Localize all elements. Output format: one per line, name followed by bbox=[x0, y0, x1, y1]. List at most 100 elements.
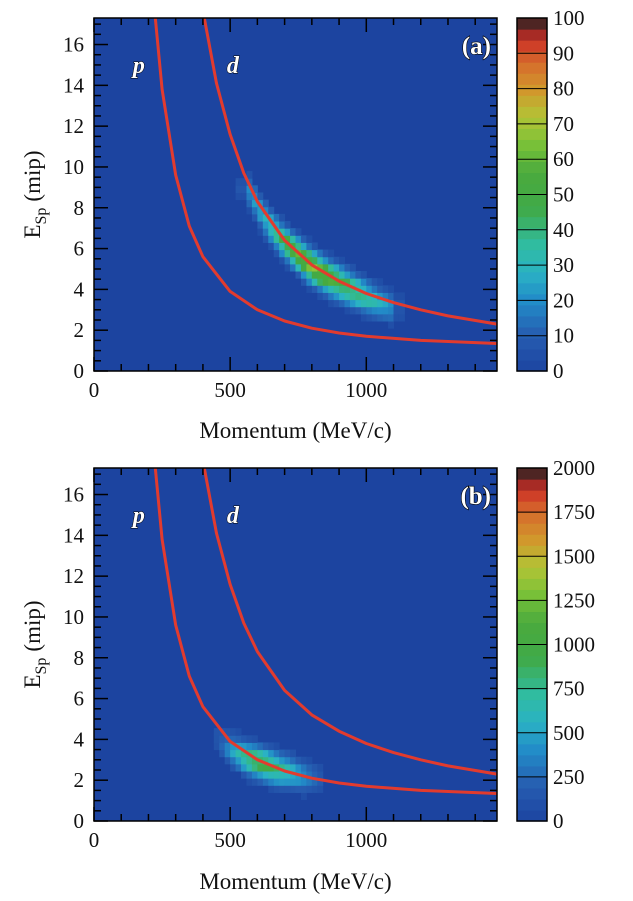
heatmap-cell bbox=[360, 271, 367, 279]
heatmap-cell bbox=[366, 292, 373, 301]
heatmap-cell bbox=[213, 728, 220, 736]
heatmap-cell bbox=[339, 271, 346, 279]
heatmap-cell bbox=[328, 292, 335, 301]
heatmap-cell bbox=[306, 756, 313, 765]
colorbar-segment bbox=[517, 271, 547, 284]
heatmap-cell bbox=[235, 749, 242, 758]
y-tick-label: 2 bbox=[74, 768, 85, 792]
heatmap-cell bbox=[322, 256, 329, 265]
heatmap-cell bbox=[290, 228, 296, 236]
colorbar-segment bbox=[517, 644, 547, 657]
y-tick-label: 8 bbox=[74, 196, 85, 220]
heatmap-cell bbox=[273, 242, 280, 251]
heatmap-cell bbox=[377, 306, 384, 315]
colorbar-segment bbox=[517, 677, 547, 690]
colorbar-segment bbox=[517, 282, 547, 295]
heatmap-cell bbox=[257, 771, 264, 779]
heatmap-cell bbox=[300, 256, 307, 265]
heatmap-cell bbox=[371, 278, 378, 286]
colorbar-segment bbox=[517, 633, 547, 646]
curve-label-p-b: p bbox=[131, 503, 145, 529]
colorbar-segment bbox=[517, 139, 547, 151]
heatmap-cell bbox=[382, 313, 389, 322]
heatmap-cell bbox=[262, 749, 269, 758]
heatmap-cell bbox=[300, 278, 307, 286]
heatmap-cell bbox=[230, 742, 237, 751]
heatmap-cell bbox=[246, 763, 253, 772]
heatmap-cell bbox=[284, 785, 291, 793]
heatmap-cell bbox=[279, 256, 286, 265]
colorbar-segment bbox=[517, 326, 547, 339]
heatmap-cell bbox=[349, 292, 356, 301]
heatmap-cell bbox=[241, 735, 247, 743]
heatmap-cell bbox=[339, 285, 346, 293]
heatmap-cell bbox=[311, 256, 318, 265]
heatmap-cell bbox=[306, 285, 313, 293]
heatmap-cell bbox=[241, 185, 247, 193]
x-tick-label: 1000 bbox=[345, 828, 387, 852]
heatmap-cell bbox=[366, 299, 373, 308]
colorbar-tick-label: 100 bbox=[553, 6, 585, 30]
heatmap-cell bbox=[246, 756, 253, 765]
x-tick-label: 500 bbox=[214, 378, 246, 402]
heatmap-cell bbox=[246, 171, 253, 179]
panel-label-a: (a) bbox=[462, 33, 491, 60]
heatmap-cell bbox=[306, 263, 313, 272]
heatmap-cell bbox=[262, 235, 269, 243]
heatmap-cell bbox=[279, 228, 286, 236]
heatmap-cell bbox=[257, 778, 264, 786]
heatmap-cell bbox=[219, 742, 226, 751]
heatmap-cell bbox=[273, 213, 280, 222]
heatmap-cell bbox=[295, 263, 302, 272]
y-tick-label: 4 bbox=[74, 277, 85, 301]
y-tick-label: 12 bbox=[63, 564, 84, 588]
heatmap-cell bbox=[284, 771, 291, 779]
heatmap-cell bbox=[317, 278, 324, 286]
colorbar-segment bbox=[517, 62, 547, 74]
heatmap-cell bbox=[317, 771, 324, 779]
y-tick-label: 10 bbox=[63, 155, 84, 179]
heatmap-cell bbox=[246, 735, 253, 743]
heatmap-cell bbox=[360, 292, 367, 301]
heatmap-cell bbox=[339, 263, 346, 272]
heatmap-cell bbox=[290, 756, 296, 765]
heatmap-cell bbox=[268, 785, 275, 793]
heatmap-cell bbox=[279, 763, 286, 772]
heatmap-cell bbox=[322, 263, 329, 272]
colorbar-segment bbox=[517, 578, 547, 590]
heatmap-cell bbox=[339, 299, 346, 308]
heatmap-cell bbox=[311, 771, 318, 779]
heatmap-cell bbox=[290, 249, 296, 258]
heatmap-cell bbox=[224, 742, 231, 751]
heatmap-cell bbox=[360, 299, 367, 308]
colorbar-segment bbox=[517, 655, 547, 668]
heatmap-cell bbox=[311, 785, 318, 793]
colorbar-segment bbox=[517, 545, 547, 557]
heatmap-cell bbox=[241, 192, 247, 201]
heatmap-cell bbox=[284, 778, 291, 786]
y-axis-title-a: ESp (mip) bbox=[20, 150, 50, 238]
heatmap-cell bbox=[251, 763, 258, 772]
heatmap-cell bbox=[311, 778, 318, 786]
colorbar-segment bbox=[517, 161, 547, 174]
heatmap-cell bbox=[279, 785, 286, 793]
colorbar-segment bbox=[517, 84, 547, 96]
heatmap-cell bbox=[279, 221, 286, 229]
colorbar-tick-label: 2000 bbox=[553, 456, 595, 480]
heatmap-cell bbox=[300, 249, 307, 258]
y-axis-title-main-a: E bbox=[20, 224, 45, 238]
colorbar-segment bbox=[517, 787, 547, 800]
heatmap-cell bbox=[257, 749, 264, 758]
heatmap-cell bbox=[284, 256, 291, 265]
heatmap-cell bbox=[230, 756, 237, 765]
heatmap-cell bbox=[235, 763, 242, 772]
colorbar-tick-label: 1750 bbox=[553, 500, 595, 524]
heatmap-cell bbox=[235, 735, 242, 743]
heatmap-cell bbox=[257, 213, 264, 222]
plot-area-a bbox=[94, 18, 497, 371]
heatmap-cell bbox=[317, 292, 324, 301]
colorbar-segment bbox=[517, 523, 547, 535]
y-tick-label: 12 bbox=[63, 114, 84, 138]
colorbar-segment bbox=[517, 150, 547, 163]
heatmap-cell bbox=[224, 749, 231, 758]
